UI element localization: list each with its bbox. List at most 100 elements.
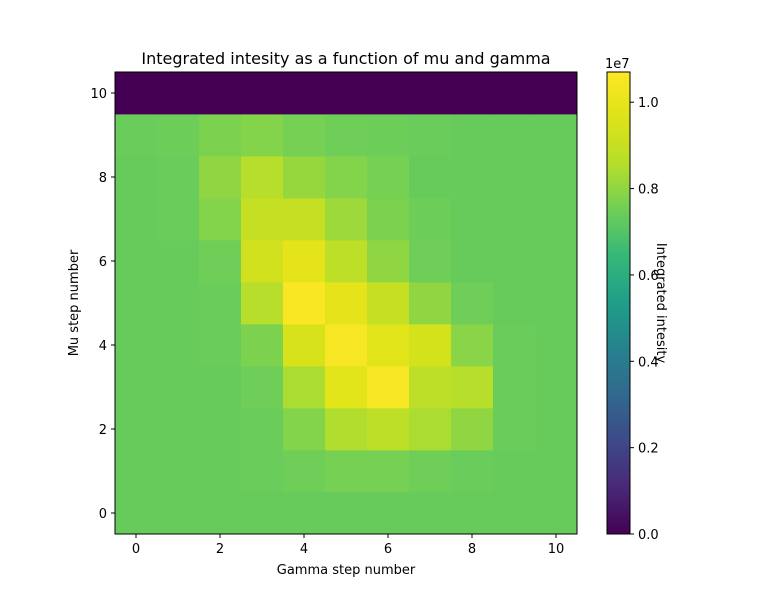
heatmap-cell [409,114,452,157]
colorbar-tick-label: 0.0 [638,528,659,543]
heatmap-cell [451,156,494,199]
heatmap-cell [115,492,158,535]
heatmap-cell [199,450,242,493]
heatmap-cell [241,408,284,451]
heatmap-cell [115,198,158,241]
heatmap-cell [451,198,494,241]
heatmap-cells [115,72,578,535]
heatmap-cell [535,450,578,493]
heatmap-cell [325,282,368,325]
colorbar-ticks: 0.0 0.2 0.4 0.6 0.8 1.0 [630,96,659,543]
heatmap-cell [115,408,158,451]
heatmap-cell [451,492,494,535]
heatmap-cell [157,156,200,199]
plot-frame [114,71,578,535]
heatmap-cell [241,450,284,493]
heatmap-cell [367,408,410,451]
chart-title: Integrated intesity as a function of mu … [141,49,550,68]
heatmap-cell [115,156,158,199]
heatmap-cell [283,282,326,325]
heatmap-cell [115,324,158,367]
heatmap-cell [409,282,452,325]
heatmap-cell [241,114,284,157]
x-axis-label: Gamma step number [277,563,416,578]
x-axis-ticks: 0 2 4 6 8 10 [132,534,564,557]
heatmap-cell [409,240,452,283]
colorbar [606,71,631,535]
heatmap-cell [325,324,368,367]
heatmap-cell [241,72,284,115]
heatmap-cell [199,156,242,199]
colorbar-tick-label: 0.6 [638,269,659,284]
heatmap-cell [493,72,536,115]
heatmap-cell [367,114,410,157]
heatmap-cell [409,366,452,409]
heatmap-cell [535,492,578,535]
y-axis-label: Mu step number [67,249,82,356]
heatmap-cell [451,408,494,451]
heatmap-cell [325,198,368,241]
heatmap-cell [451,450,494,493]
heatmap-cell [409,450,452,493]
heatmap-cell [325,156,368,199]
heatmap-cell [199,198,242,241]
heatmap-cell [241,240,284,283]
heatmap-cell [493,240,536,283]
heatmap-cell [493,114,536,157]
heatmap-cell [409,324,452,367]
x-tick-label: 6 [384,542,392,557]
heatmap-cell [367,492,410,535]
heatmap-cell [325,114,368,157]
heatmap-cell [283,156,326,199]
heatmap-cell [199,408,242,451]
y-tick-label: 4 [99,339,107,354]
heatmap-cell [241,198,284,241]
heatmap-cell [199,114,242,157]
y-tick-label: 2 [99,423,107,438]
heatmap-cell [451,282,494,325]
heatmap-cell [493,156,536,199]
heatmap-cell [199,492,242,535]
heatmap-cell [493,198,536,241]
heatmap-cell [325,492,368,535]
heatmap-cell [157,198,200,241]
heatmap-cell [493,450,536,493]
heatmap-cell [325,408,368,451]
colorbar-label: Integrated intesity [653,243,668,364]
heatmap-cell [157,240,200,283]
heatmap-cell [367,282,410,325]
heatmap-cell [451,72,494,115]
heatmap-cell [241,324,284,367]
x-tick-label: 10 [548,542,565,557]
colorbar-tick-label: 0.8 [638,183,659,198]
y-tick-label: 8 [99,171,107,186]
heatmap-cell [283,72,326,115]
heatmap-cell [409,198,452,241]
heatmap-cell [283,324,326,367]
x-tick-label: 8 [468,542,476,557]
heatmap-cell [157,282,200,325]
heatmap-cell [283,240,326,283]
heatmap-cell [241,492,284,535]
heatmap-cell [283,408,326,451]
colorbar-offset-text: 1e7 [605,57,630,72]
heatmap-cell [367,72,410,115]
heatmap-cell [535,240,578,283]
heatmap-cell [157,366,200,409]
heatmap-cell [451,114,494,157]
heatmap-cell [451,324,494,367]
heatmap-cell [535,282,578,325]
heatmap-cell [367,324,410,367]
heatmap-cell [241,366,284,409]
heatmap-cell [241,156,284,199]
y-tick-label: 10 [90,87,107,102]
heatmap-cell [493,366,536,409]
heatmap-cell [325,450,368,493]
heatmap-cell [283,366,326,409]
heatmap-cell [367,366,410,409]
heatmap-cell [367,198,410,241]
heatmap-cell [199,324,242,367]
colorbar-tick-label: 1.0 [638,96,659,111]
heatmap-cell [199,282,242,325]
